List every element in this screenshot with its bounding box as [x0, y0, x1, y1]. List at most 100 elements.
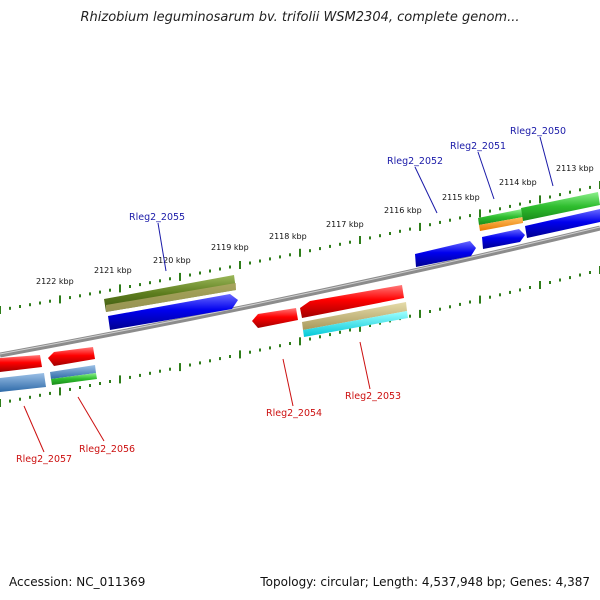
minor-tick	[129, 285, 131, 288]
major-tick	[179, 272, 181, 281]
minor-tick	[169, 367, 171, 371]
feature-2051-stack[interactable]	[478, 209, 523, 231]
minor-tick	[19, 305, 21, 308]
gene-arrow-2054[interactable]	[252, 308, 298, 328]
gene-labels: Rleg2_2050 Rleg2_2051 Rleg2_2052 Rleg2_2…	[16, 126, 566, 465]
minor-tick	[279, 344, 281, 348]
gene-arrow-2051[interactable]	[482, 229, 525, 249]
minor-tick	[349, 240, 351, 244]
minor-tick	[169, 277, 171, 281]
major-tick	[359, 236, 361, 244]
gene-label-rleg2-2057[interactable]: Rleg2_2057	[16, 454, 72, 465]
minor-tick	[449, 305, 451, 309]
minor-tick	[459, 302, 461, 306]
minor-tick	[469, 214, 471, 218]
minor-tick	[409, 314, 411, 318]
kbp-label: 2117 kbp	[326, 220, 364, 229]
minor-tick	[199, 361, 201, 365]
map-title: Rhizobium leguminosarum bv. trifolii WSM…	[80, 10, 520, 25]
gene-arrow-2050[interactable]	[525, 209, 600, 238]
minor-tick	[339, 330, 341, 334]
minor-tick	[39, 393, 41, 397]
gene-label-rleg2-2055[interactable]: Rleg2_2055	[129, 212, 185, 223]
minor-tick	[29, 303, 31, 307]
minor-tick	[499, 293, 501, 297]
kbp-label: 2116 kbp	[384, 206, 422, 215]
kbp-labels: 2113 kbp 2114 kbp 2115 kbp 2116 kbp 2117…	[36, 164, 594, 286]
gene-label-rleg2-2053[interactable]: Rleg2_2053	[345, 391, 401, 402]
kbp-label: 2119 kbp	[211, 243, 249, 252]
major-tick	[479, 295, 481, 304]
minor-tick	[109, 288, 111, 292]
minor-tick	[519, 288, 521, 292]
major-tick	[59, 387, 61, 396]
minor-tick	[309, 249, 311, 253]
gene-arrow-2052[interactable]	[415, 241, 476, 267]
minor-tick	[329, 333, 331, 337]
minor-tick	[509, 290, 511, 294]
major-tick	[419, 309, 421, 318]
major-tick	[0, 306, 1, 314]
minor-tick	[469, 300, 471, 304]
minor-tick	[349, 328, 351, 332]
major-tick	[239, 350, 241, 359]
minor-tick	[439, 307, 441, 311]
minor-tick	[189, 363, 191, 367]
gene-label-rleg2-2054[interactable]: Rleg2_2054	[266, 408, 322, 419]
minor-tick	[269, 257, 271, 261]
minor-tick	[339, 242, 341, 246]
minor-tick	[199, 271, 201, 275]
minor-tick	[549, 195, 551, 199]
minor-tick	[39, 301, 41, 305]
leader-lines	[23, 136, 554, 453]
major-tick	[119, 284, 121, 293]
gene-arrow-2055[interactable]	[108, 294, 238, 330]
feature-olive-2055[interactable]	[104, 275, 236, 312]
major-tick	[299, 248, 301, 257]
kbp-label: 2114 kbp	[499, 178, 537, 187]
gene-arrow-2056[interactable]	[48, 347, 95, 366]
minor-tick	[9, 306, 11, 310]
minor-tick	[279, 255, 281, 259]
minor-tick	[49, 391, 51, 395]
minor-tick	[249, 350, 251, 354]
accession-text: Accession: NC_011369	[9, 575, 146, 589]
minor-tick	[269, 346, 271, 350]
minor-tick	[579, 273, 581, 277]
minor-tick	[229, 265, 231, 269]
gene-arrow-2053[interactable]	[300, 285, 404, 318]
feature-2056-stack[interactable]	[50, 365, 97, 385]
feature-green-2050[interactable]	[521, 192, 600, 221]
minor-tick	[139, 373, 141, 377]
gene-label-rleg2-2051[interactable]: Rleg2_2051	[450, 141, 506, 152]
kbp-label: 2115 kbp	[442, 193, 480, 202]
minor-tick	[49, 299, 51, 303]
major-tick	[539, 195, 541, 204]
minor-tick	[369, 236, 371, 240]
minor-tick	[159, 369, 161, 373]
feature-steel-2057[interactable]	[0, 373, 46, 392]
minor-tick	[309, 337, 311, 341]
minor-tick	[559, 278, 561, 282]
minor-tick	[319, 247, 321, 251]
minor-tick	[379, 234, 381, 238]
gene-label-rleg2-2050[interactable]: Rleg2_2050	[510, 126, 566, 137]
major-tick	[239, 261, 241, 269]
genome-backbone	[0, 225, 600, 358]
major-tick	[419, 222, 421, 231]
major-tick	[59, 295, 61, 304]
minor-tick	[89, 384, 91, 387]
major-tick	[0, 399, 1, 407]
gene-arrow-2057[interactable]	[0, 355, 42, 372]
gene-label-rleg2-2056[interactable]: Rleg2_2056	[79, 444, 135, 455]
gene-label-rleg2-2052[interactable]: Rleg2_2052	[387, 156, 443, 167]
minor-tick	[99, 382, 101, 385]
minor-tick	[229, 355, 231, 358]
minor-tick	[19, 397, 21, 401]
major-tick	[359, 323, 361, 332]
minor-tick	[529, 286, 531, 289]
major-tick	[179, 363, 181, 372]
feature-2053-stack[interactable]	[302, 302, 408, 337]
kbp-label: 2113 kbp	[556, 164, 594, 173]
